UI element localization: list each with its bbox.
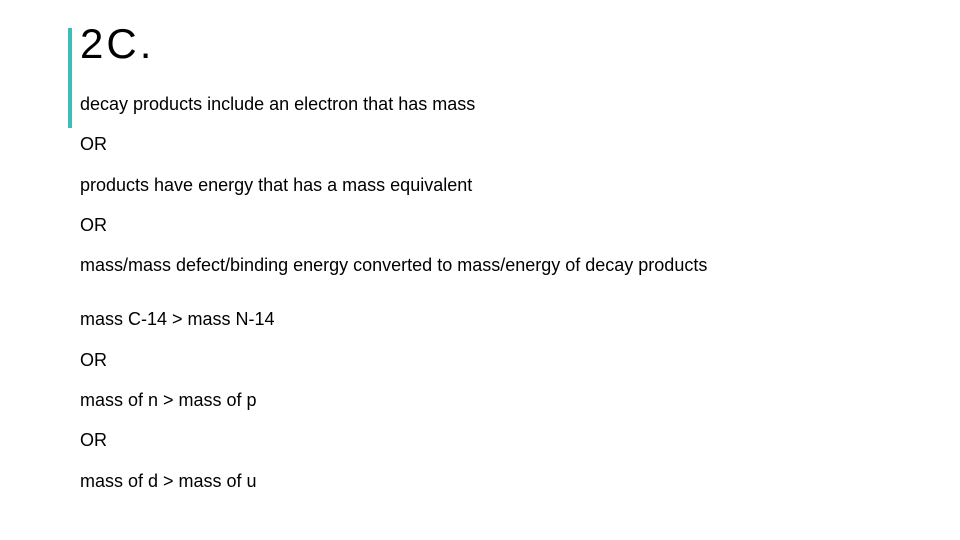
slide: 2C. decay products include an electron t… [0,0,960,540]
slide-title: 2C. [80,20,154,68]
body-line: OR [80,132,900,156]
body-line: OR [80,428,900,452]
body-line: OR [80,213,900,237]
spacer [80,293,900,307]
body-line: products have energy that has a mass equ… [80,173,900,197]
body-line: decay products include an electron that … [80,92,900,116]
body-line: mass/mass defect/binding energy converte… [80,253,900,277]
body-line: mass C-14 > mass N-14 [80,307,900,331]
accent-bar [68,28,72,128]
body-line: OR [80,348,900,372]
body-line: mass of d > mass of u [80,469,900,493]
slide-body: decay products include an electron that … [80,92,900,509]
body-line: mass of n > mass of p [80,388,900,412]
